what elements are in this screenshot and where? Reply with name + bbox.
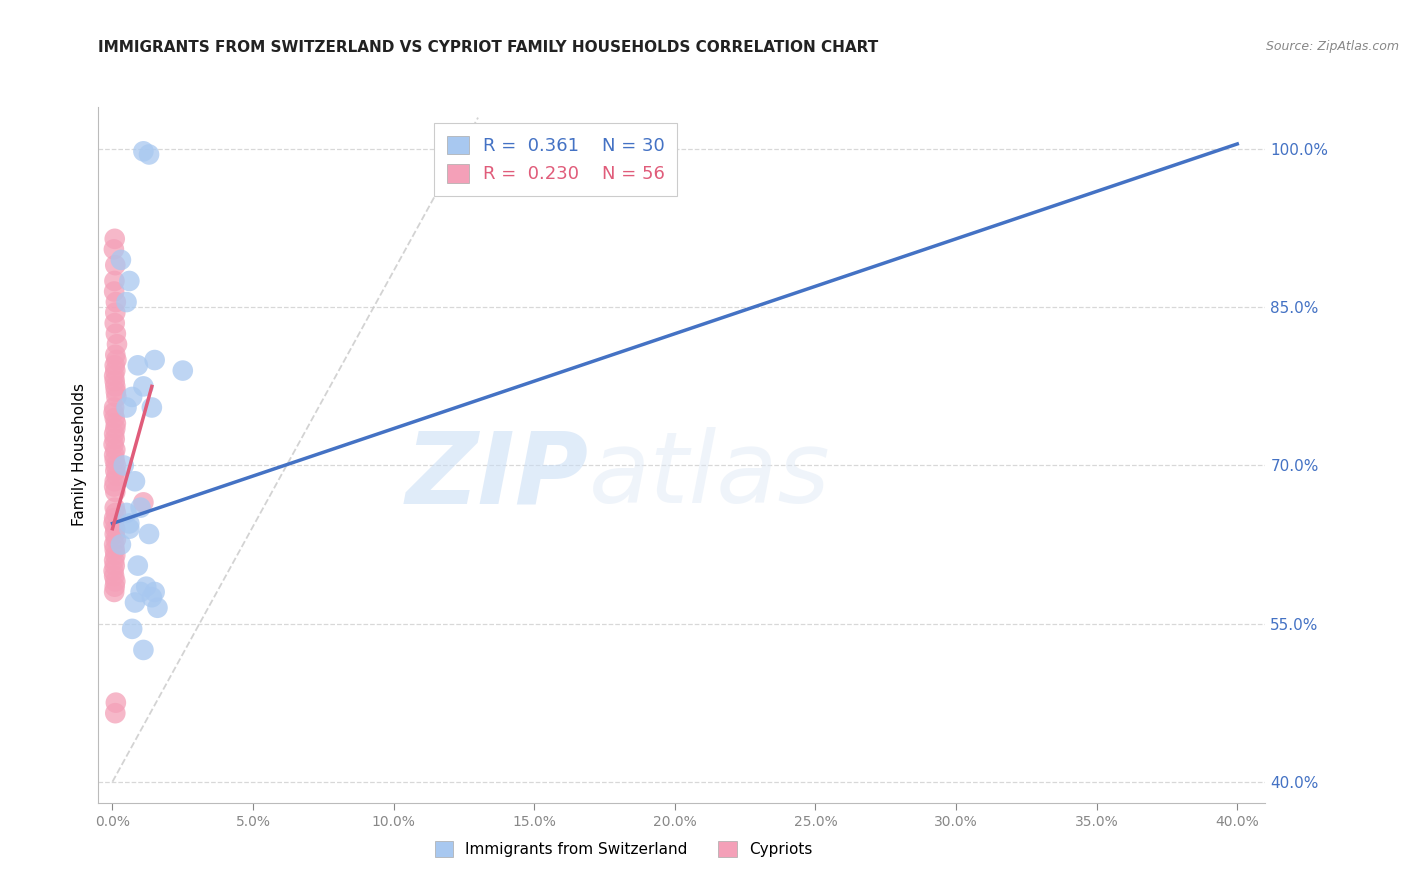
Point	[118, 516, 141, 531]
Point	[103, 516, 125, 531]
Point	[135, 580, 157, 594]
Point	[104, 384, 127, 399]
Point	[104, 363, 127, 377]
Point	[104, 348, 127, 362]
Point	[104, 696, 127, 710]
Point	[103, 511, 125, 525]
Point	[104, 326, 127, 341]
Point	[132, 495, 155, 509]
Point	[104, 500, 127, 515]
Point	[103, 585, 125, 599]
Point	[103, 426, 125, 441]
Point	[103, 285, 125, 299]
Point	[104, 558, 127, 573]
Point	[104, 421, 127, 435]
Point	[104, 305, 127, 319]
Point	[104, 522, 127, 536]
Point	[104, 258, 127, 272]
Point	[104, 580, 127, 594]
Point	[103, 406, 125, 420]
Point	[104, 232, 127, 246]
Point	[103, 448, 125, 462]
Text: ZIP: ZIP	[405, 427, 589, 524]
Point	[129, 500, 152, 515]
Text: atlas: atlas	[589, 427, 830, 524]
Point	[105, 353, 128, 368]
Point	[104, 417, 127, 431]
Point	[115, 295, 138, 310]
Point	[104, 548, 127, 562]
Point	[121, 390, 143, 404]
Point	[110, 252, 132, 267]
Point	[104, 432, 127, 446]
Text: IMMIGRANTS FROM SWITZERLAND VS CYPRIOT FAMILY HOUSEHOLDS CORRELATION CHART: IMMIGRANTS FROM SWITZERLAND VS CYPRIOT F…	[98, 40, 879, 55]
Point	[104, 484, 127, 499]
Point	[132, 643, 155, 657]
Point	[105, 469, 128, 483]
Point	[103, 368, 125, 383]
Legend: Immigrants from Switzerland, Cypriots: Immigrants from Switzerland, Cypriots	[427, 833, 820, 864]
Point	[124, 595, 146, 609]
Point	[103, 243, 125, 257]
Point	[607, 158, 630, 172]
Point	[104, 475, 127, 489]
Point	[118, 522, 141, 536]
Point	[104, 295, 127, 310]
Point	[104, 458, 127, 473]
Point	[104, 527, 127, 541]
Point	[127, 359, 149, 373]
Point	[132, 379, 155, 393]
Point	[104, 442, 127, 457]
Point	[143, 585, 166, 599]
Point	[103, 479, 125, 493]
Point	[104, 506, 127, 520]
Point	[132, 145, 155, 159]
Point	[110, 537, 132, 551]
Point	[104, 359, 127, 373]
Point	[115, 506, 138, 520]
Point	[103, 564, 125, 578]
Point	[103, 437, 125, 451]
Point	[103, 401, 125, 415]
Point	[138, 147, 160, 161]
Point	[115, 401, 138, 415]
Point	[103, 569, 125, 583]
Point	[118, 274, 141, 288]
Point	[104, 542, 127, 557]
Point	[104, 464, 127, 478]
Point	[104, 706, 127, 721]
Point	[141, 401, 163, 415]
Point	[129, 585, 152, 599]
Point	[124, 475, 146, 489]
Point	[146, 600, 169, 615]
Y-axis label: Family Households: Family Households	[72, 384, 87, 526]
Text: Source: ZipAtlas.com: Source: ZipAtlas.com	[1265, 40, 1399, 54]
Point	[143, 353, 166, 368]
Point	[121, 622, 143, 636]
Point	[138, 527, 160, 541]
Point	[141, 591, 163, 605]
Point	[103, 537, 125, 551]
Point	[104, 574, 127, 589]
Point	[104, 316, 127, 330]
Point	[127, 558, 149, 573]
Point	[104, 374, 127, 388]
Point	[103, 553, 125, 567]
Point	[104, 533, 127, 547]
Point	[104, 453, 127, 467]
Point	[104, 379, 127, 393]
Point	[103, 274, 125, 288]
Point	[105, 337, 128, 351]
Point	[172, 363, 194, 377]
Point	[112, 458, 135, 473]
Point	[105, 390, 128, 404]
Point	[104, 411, 127, 425]
